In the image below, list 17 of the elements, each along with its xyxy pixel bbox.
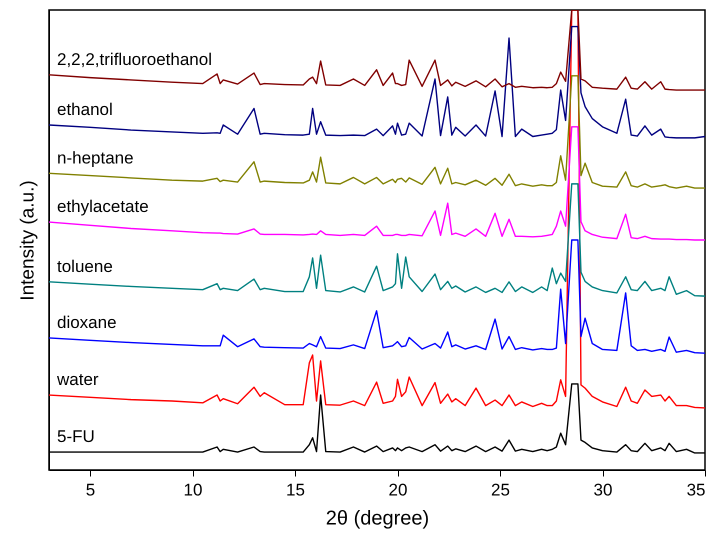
x-tick-label: 10: [184, 480, 202, 500]
series-label: n-heptane: [57, 148, 134, 168]
x-tick-label: 25: [491, 480, 510, 500]
x-tick-label: 20: [388, 480, 408, 500]
x-tick-label: 30: [594, 480, 612, 500]
x-tick-label: 5: [86, 480, 96, 500]
series-label: 2,2,2,trifluoroethanol: [57, 50, 212, 69]
series-label: 5-FU: [57, 427, 95, 446]
series-label: water: [56, 370, 99, 390]
series-label: ethylacetate: [57, 197, 149, 216]
y-axis-title: Intensity (a.u.): [18, 180, 38, 301]
x-tick-label: 15: [286, 480, 305, 500]
x-axis-title: 2θ (degree): [326, 508, 430, 530]
series-label: ethanol: [57, 100, 113, 119]
series-label: toluene: [57, 256, 113, 276]
x-tick-label: 35: [686, 480, 706, 500]
series-label: dioxane: [57, 312, 117, 332]
